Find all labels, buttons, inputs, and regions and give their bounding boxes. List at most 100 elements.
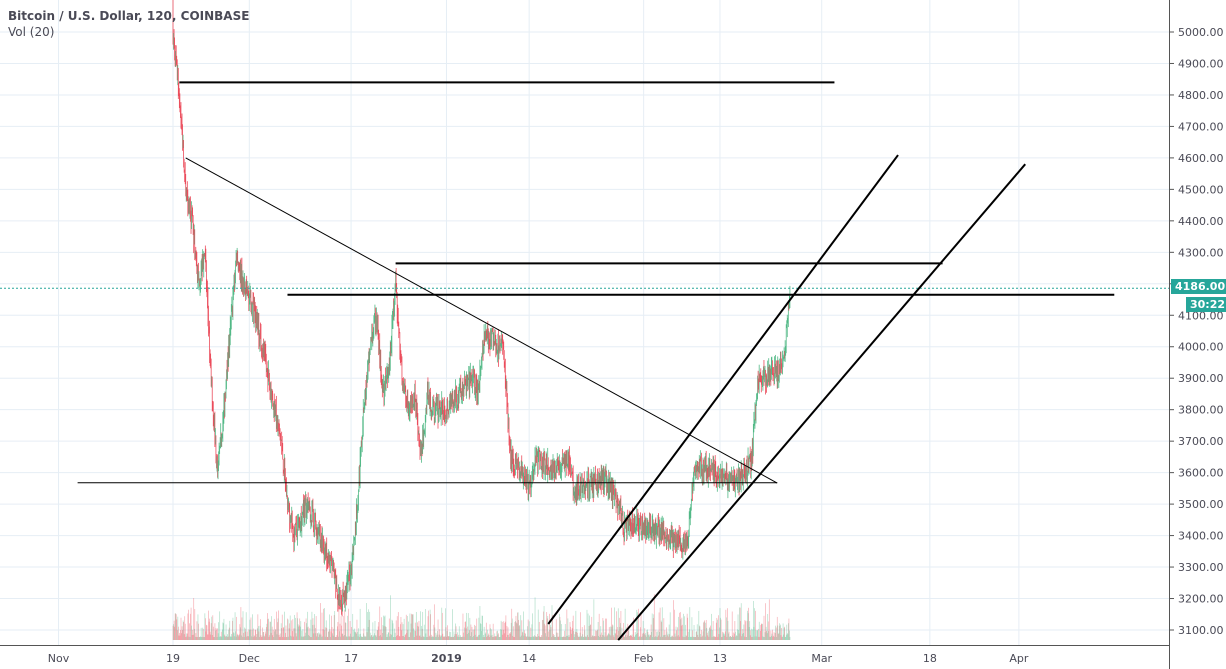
volume-bar [492, 623, 494, 640]
volume-bar [733, 633, 735, 640]
volume-bar [687, 617, 689, 640]
volume-bar [317, 636, 319, 640]
volume-bar [279, 633, 281, 640]
volume-bar [705, 622, 707, 640]
volume-bar [629, 635, 630, 640]
volume-bar [202, 628, 204, 640]
volume-bar [670, 637, 672, 640]
volume-bar [518, 619, 519, 640]
volume-bar [535, 636, 536, 640]
volume-bar [436, 634, 438, 640]
volume-bar [625, 636, 627, 640]
volume-bar [502, 634, 504, 640]
x-tick-label: 17 [344, 652, 358, 665]
volume-bar [668, 624, 670, 640]
volume-bar [697, 636, 699, 640]
volume-bar [187, 613, 189, 640]
volume-bar [212, 615, 214, 640]
volume-bar [519, 625, 521, 640]
volume-bar [424, 636, 426, 640]
volume-bar [700, 636, 702, 640]
y-tick-label: 3200.00 [1178, 593, 1224, 606]
y-tick-label: 3500.00 [1178, 498, 1224, 511]
volume-bar [581, 627, 583, 640]
volume-bar [395, 620, 397, 640]
volume-bar [675, 626, 677, 640]
volume-bar [590, 636, 592, 640]
volume-bar [588, 636, 589, 640]
volume-bar [419, 635, 420, 640]
volume-bar [430, 614, 431, 640]
volume-bar [578, 636, 579, 640]
volume-bar [217, 628, 218, 640]
volume-bar [510, 632, 512, 640]
x-tick-label: Mar [811, 652, 832, 665]
y-tick-label: 4000.00 [1178, 341, 1224, 354]
volume-bar [696, 631, 698, 640]
y-tick-label: 3900.00 [1178, 372, 1224, 385]
volume-bar [336, 635, 338, 640]
volume-bar [718, 634, 720, 640]
volume-bar [190, 613, 191, 640]
volume-bar [432, 636, 434, 640]
volume-bar [533, 636, 534, 640]
volume-bar [693, 625, 695, 640]
volume-bar [470, 636, 471, 640]
volume-bar [719, 627, 720, 640]
volume-bar [600, 632, 602, 640]
volume-bar [571, 628, 573, 640]
volume-bar [585, 636, 587, 640]
volume-bar [238, 634, 240, 640]
volume-bar [189, 623, 190, 640]
volume-bar [407, 629, 409, 640]
volume-bar [457, 636, 459, 640]
volume-bar [265, 633, 267, 640]
volume-bar [751, 636, 753, 640]
volume-indicator-label[interactable]: Vol (20) [8, 25, 55, 39]
volume-bar [547, 615, 549, 640]
volume-bar [383, 615, 384, 640]
volume-bar [590, 624, 592, 640]
volume-bar [485, 622, 487, 640]
volume-bar [773, 635, 774, 640]
volume-bar [178, 635, 180, 640]
volume-bar [380, 629, 382, 640]
volume-bar [331, 615, 332, 640]
volume-bar [709, 627, 710, 640]
volume-bar [342, 615, 344, 640]
volume-bar [460, 636, 462, 640]
volume-bar [542, 619, 543, 640]
volume-bar [414, 630, 416, 640]
volume-bar [199, 636, 201, 640]
volume-bar [290, 635, 292, 640]
volume-bar [680, 619, 682, 640]
volume-bar [745, 621, 746, 640]
volume-bar [681, 617, 683, 640]
volume-bar [690, 636, 692, 640]
volume-bar [458, 634, 460, 640]
volume-bar [425, 633, 427, 640]
volume-bar [222, 622, 224, 640]
volume-bar [420, 636, 422, 640]
volume-bar [262, 632, 264, 640]
volume-bar [350, 636, 352, 640]
volume-bar [544, 623, 545, 640]
volume-bar [471, 632, 472, 640]
volume-bar [545, 636, 547, 640]
volume-bar [261, 636, 263, 640]
volume-bar [596, 630, 598, 640]
volume-bar [708, 636, 710, 640]
volume-bar [270, 632, 272, 640]
volume-bar [259, 636, 260, 640]
volume-bar [652, 636, 654, 640]
volume-bar [393, 636, 394, 640]
volume-bar [286, 636, 287, 640]
volume-bar [285, 632, 286, 640]
volume-bar [319, 633, 321, 640]
volume-bar [277, 622, 278, 640]
volume-bar [696, 624, 698, 640]
volume-bars [172, 594, 791, 640]
volume-bar [174, 626, 175, 640]
volume-bar [442, 633, 444, 640]
